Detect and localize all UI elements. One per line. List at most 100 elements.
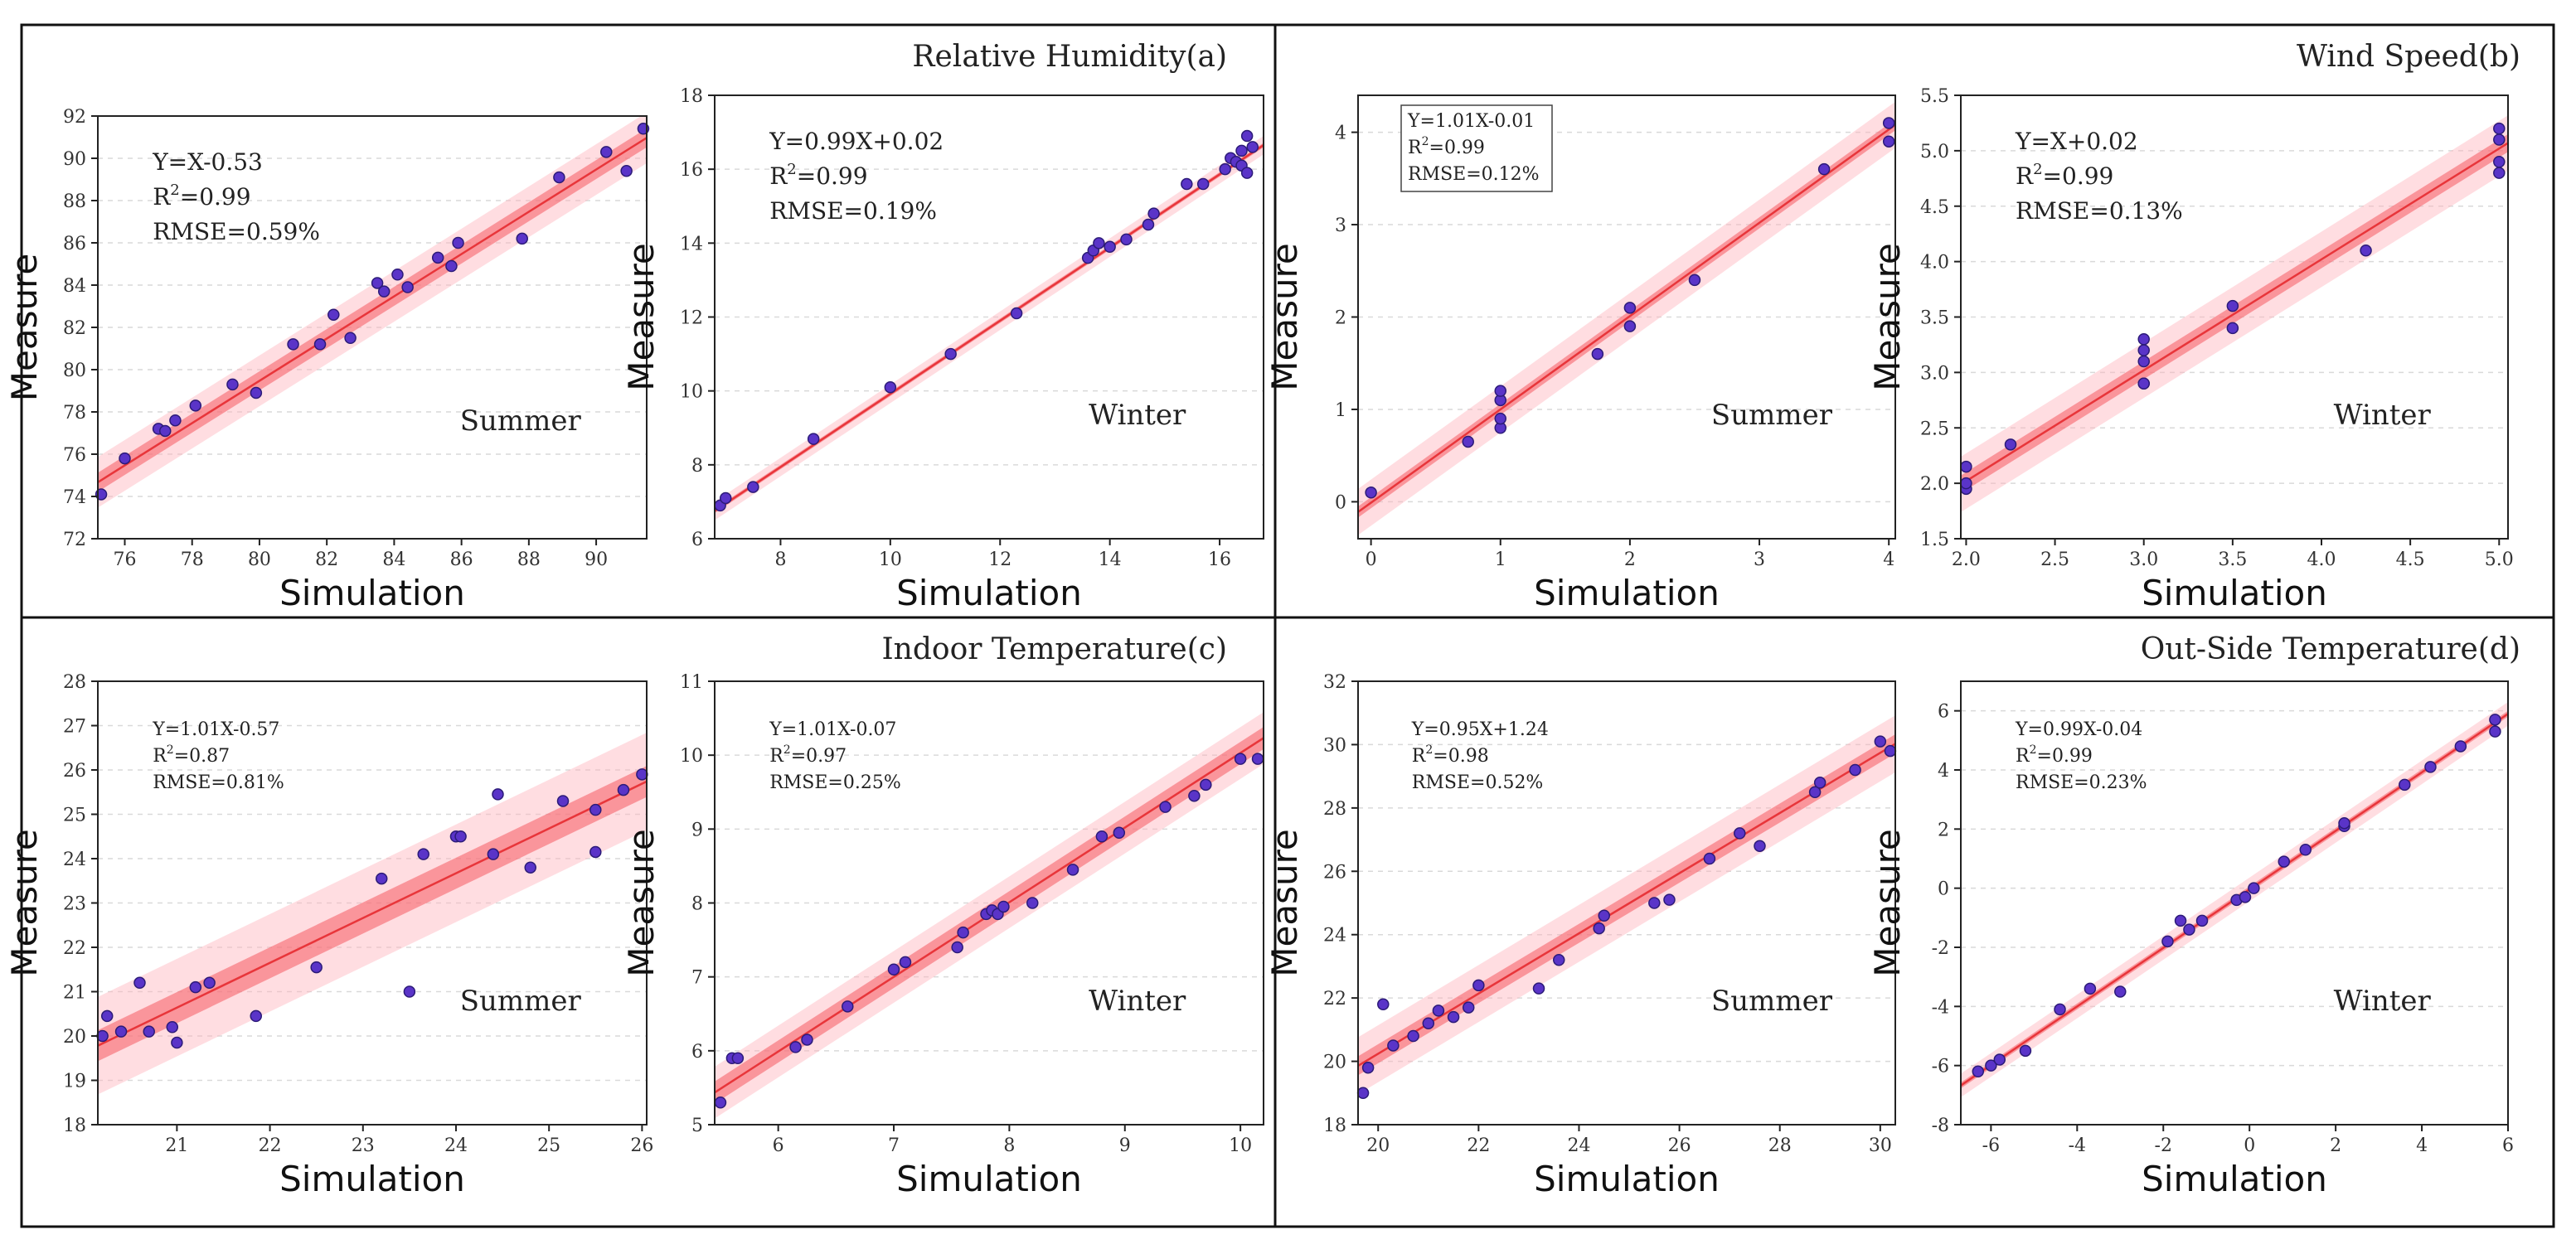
data-point (1813, 777, 1826, 789)
data-point (1663, 893, 1676, 906)
data-point (2183, 923, 2195, 936)
data-point (731, 1052, 745, 1064)
data-point (250, 1009, 262, 1023)
data-point (114, 1025, 128, 1038)
data-point (1532, 982, 1545, 995)
data-point (492, 788, 504, 801)
y-tick-label: 78 (63, 403, 86, 424)
data-point (133, 976, 146, 990)
data-point (100, 1009, 114, 1023)
y-tick-label: 88 (63, 191, 86, 212)
figure-frame (20, 23, 2555, 1228)
x-tick-label: 16 (1208, 549, 1231, 570)
y-tick-label: 6 (691, 530, 703, 550)
data-point (454, 830, 467, 843)
data-point (287, 338, 299, 351)
data-point (1066, 864, 1079, 876)
x-tick-label: 22 (1467, 1135, 1490, 1156)
x-tick-label: 9 (1119, 1135, 1131, 1156)
x-tick-label: -2 (2155, 1135, 2172, 1156)
data-point (2137, 344, 2150, 356)
y-tick-label: 80 (63, 361, 86, 381)
y-tick-label: 84 (63, 276, 86, 297)
r-squared: R2=0.87 (153, 743, 230, 767)
data-point (2161, 935, 2174, 948)
y-tick-label: 32 (1323, 672, 1346, 693)
data-point (887, 963, 900, 975)
season-label: Summer (1711, 399, 1833, 432)
data-point (1960, 477, 1972, 490)
season-label: Summer (1711, 985, 1833, 1018)
y-tick-label: 8 (691, 456, 703, 477)
y-tick-label: 14 (680, 234, 703, 254)
data-point (1985, 1059, 1997, 1072)
rmse: RMSE=0.23% (2016, 772, 2147, 793)
data-point (1552, 954, 1565, 966)
data-point (1120, 233, 1133, 246)
r-squared-value: 0.99 (2052, 746, 2093, 767)
season-label: Summer (460, 404, 582, 438)
panel-c: Indoor Temperature(c) 21 22 23 24 25 26 18 19 20… (4, 632, 1264, 1199)
season-label: Summer (460, 985, 582, 1018)
season-label: Winter (1089, 399, 1186, 432)
y-tick-label: 72 (63, 530, 86, 550)
rmse: RMSE=0.13% (2016, 197, 2183, 225)
x-tick-label: 2.0 (1952, 549, 1981, 570)
data-point (589, 845, 602, 859)
y-tick-label: 25 (63, 806, 86, 826)
r-squared-value: 0.99 (199, 183, 250, 211)
y-tick-label: 82 (63, 318, 86, 339)
data-point (2239, 891, 2252, 903)
data-point (1113, 826, 1126, 840)
data-point (203, 976, 216, 990)
rmse: RMSE=0.25% (769, 772, 901, 793)
data-point (944, 347, 957, 361)
data-point (842, 1000, 854, 1013)
y-tick-label: 5 (691, 1116, 703, 1136)
r-squared-value: 0.99 (816, 162, 867, 190)
data-point (1407, 1029, 1419, 1043)
data-point (1688, 274, 1701, 287)
r-squared-value: 0.87 (189, 746, 230, 767)
data-point (2137, 355, 2150, 368)
y-tick-label: -2 (1932, 938, 1949, 959)
x-axis-label: Simulation (896, 1159, 1082, 1199)
data-point (1095, 830, 1109, 843)
y-tick-label: 28 (63, 672, 86, 693)
panel-title-d: Out-Side Temperature(d) (2141, 632, 2520, 666)
x-tick-label: 25 (537, 1135, 560, 1156)
data-point (1010, 307, 1023, 320)
x-axis-label: Simulation (1534, 573, 1720, 613)
panel-title-b: Wind Speed(b) (2297, 40, 2520, 74)
y-tick-label: 74 (63, 487, 86, 508)
data-point (1432, 1005, 1445, 1017)
data-point (250, 386, 263, 399)
fit-equation: Y=1.01X-0.01 (1407, 111, 1535, 132)
x-tick-label: -6 (1982, 1135, 2000, 1156)
x-tick-label: 84 (382, 549, 405, 570)
data-point (553, 171, 565, 184)
data-point (1377, 998, 1390, 1011)
data-point (313, 338, 327, 351)
data-point (2493, 122, 2506, 135)
y-axis-label: Measure (1867, 243, 1908, 391)
x-tick-label: 10 (1229, 1135, 1252, 1156)
data-point (1235, 144, 1248, 157)
data-point (1246, 141, 1259, 153)
data-point (516, 232, 528, 245)
data-point (714, 1097, 727, 1109)
fit-equation: Y=0.95X+1.24 (1411, 719, 1549, 740)
data-point (2424, 761, 2437, 773)
data-point (1093, 237, 1105, 249)
plot-rh-winter: 8 10 12 14 16 6 8 10 12 14 16 18 Simulation Measure… (621, 86, 1264, 613)
x-tick-label: 86 (450, 549, 473, 570)
y-tick-label: 26 (1323, 862, 1346, 883)
y-tick-label: 5.5 (1920, 86, 1949, 107)
data-point (1623, 302, 1637, 314)
x-tick-label: 26 (630, 1135, 653, 1156)
fit-line (1961, 142, 2508, 486)
x-tick-label: 76 (113, 549, 136, 570)
x-tick-label: 10 (879, 549, 902, 570)
y-tick-label: 3.0 (1920, 363, 1949, 384)
